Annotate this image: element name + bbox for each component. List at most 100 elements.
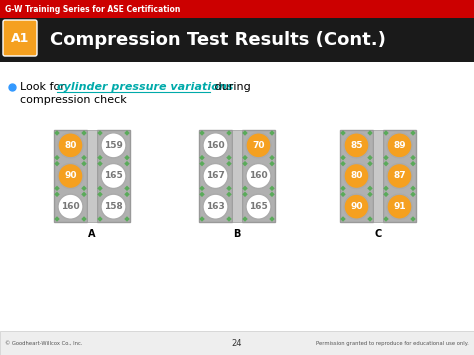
Polygon shape <box>383 161 389 166</box>
Polygon shape <box>97 216 103 222</box>
Bar <box>0 18 474 62</box>
Text: 91: 91 <box>393 202 406 211</box>
Polygon shape <box>367 186 373 191</box>
Text: A1: A1 <box>11 32 29 44</box>
Polygon shape <box>242 161 248 166</box>
Text: G-W Training Series for ASE Certification: G-W Training Series for ASE Certificatio… <box>5 5 181 13</box>
Text: Look for: Look for <box>20 82 68 92</box>
Circle shape <box>344 194 369 219</box>
Text: Compression Test Results (Cont.): Compression Test Results (Cont.) <box>50 31 386 49</box>
Circle shape <box>387 194 412 219</box>
Bar <box>87 130 97 222</box>
Polygon shape <box>54 130 60 136</box>
Polygon shape <box>242 186 248 191</box>
Circle shape <box>246 194 271 219</box>
Polygon shape <box>97 130 103 136</box>
Circle shape <box>101 133 126 158</box>
Text: 165: 165 <box>104 171 123 180</box>
Text: B: B <box>233 229 241 239</box>
Text: 159: 159 <box>104 141 123 150</box>
Polygon shape <box>383 192 389 197</box>
Polygon shape <box>199 155 205 160</box>
Polygon shape <box>410 130 416 136</box>
Bar <box>0 331 474 355</box>
Polygon shape <box>124 130 130 136</box>
Text: 165: 165 <box>249 202 268 211</box>
Text: 89: 89 <box>393 141 406 150</box>
Text: 80: 80 <box>350 171 363 180</box>
Polygon shape <box>124 155 130 160</box>
Text: © Goodheart-Willcox Co., Inc.: © Goodheart-Willcox Co., Inc. <box>5 340 82 345</box>
Polygon shape <box>81 130 87 136</box>
Polygon shape <box>410 216 416 222</box>
Circle shape <box>203 194 228 219</box>
Text: 90: 90 <box>350 202 363 211</box>
Polygon shape <box>199 192 205 197</box>
Bar <box>0 0 474 18</box>
Polygon shape <box>124 161 130 166</box>
Polygon shape <box>410 192 416 197</box>
Polygon shape <box>383 155 389 160</box>
Text: 160: 160 <box>61 202 80 211</box>
Polygon shape <box>269 186 275 191</box>
Polygon shape <box>242 155 248 160</box>
Text: 80: 80 <box>64 141 77 150</box>
Polygon shape <box>226 155 232 160</box>
Text: 167: 167 <box>206 171 225 180</box>
Bar <box>242 130 275 222</box>
Text: Permission granted to reproduce for educational use only.: Permission granted to reproduce for educ… <box>316 340 469 345</box>
Polygon shape <box>199 161 205 166</box>
Polygon shape <box>124 192 130 197</box>
Polygon shape <box>97 192 103 197</box>
Polygon shape <box>226 186 232 191</box>
Polygon shape <box>81 186 87 191</box>
Polygon shape <box>367 192 373 197</box>
Circle shape <box>246 133 271 158</box>
Text: 90: 90 <box>64 171 77 180</box>
Polygon shape <box>340 216 346 222</box>
Circle shape <box>387 164 412 189</box>
Polygon shape <box>340 161 346 166</box>
Polygon shape <box>367 161 373 166</box>
Polygon shape <box>340 186 346 191</box>
Polygon shape <box>340 155 346 160</box>
FancyBboxPatch shape <box>3 20 37 56</box>
Circle shape <box>58 133 83 158</box>
Polygon shape <box>269 161 275 166</box>
Circle shape <box>344 133 369 158</box>
Polygon shape <box>81 161 87 166</box>
Polygon shape <box>81 216 87 222</box>
Polygon shape <box>199 216 205 222</box>
Polygon shape <box>226 130 232 136</box>
Polygon shape <box>97 186 103 191</box>
Circle shape <box>246 164 271 189</box>
Bar <box>0 62 474 330</box>
Polygon shape <box>340 130 346 136</box>
Polygon shape <box>269 192 275 197</box>
Polygon shape <box>97 155 103 160</box>
Polygon shape <box>367 155 373 160</box>
Circle shape <box>58 164 83 189</box>
Polygon shape <box>383 216 389 222</box>
Bar <box>54 130 87 222</box>
Circle shape <box>387 133 412 158</box>
Polygon shape <box>242 216 248 222</box>
Text: 24: 24 <box>232 339 242 348</box>
Circle shape <box>344 164 369 189</box>
Polygon shape <box>242 130 248 136</box>
Text: A: A <box>88 229 96 239</box>
Text: C: C <box>374 229 382 239</box>
Circle shape <box>101 164 126 189</box>
Polygon shape <box>54 155 60 160</box>
Text: 85: 85 <box>350 141 363 150</box>
Bar <box>199 130 232 222</box>
Bar <box>340 130 373 222</box>
Text: cylinder pressure variations: cylinder pressure variations <box>57 82 233 92</box>
Text: 70: 70 <box>252 141 265 150</box>
Bar <box>373 130 383 222</box>
Polygon shape <box>54 186 60 191</box>
Polygon shape <box>54 192 60 197</box>
Text: 87: 87 <box>393 171 406 180</box>
Polygon shape <box>269 155 275 160</box>
Polygon shape <box>226 216 232 222</box>
